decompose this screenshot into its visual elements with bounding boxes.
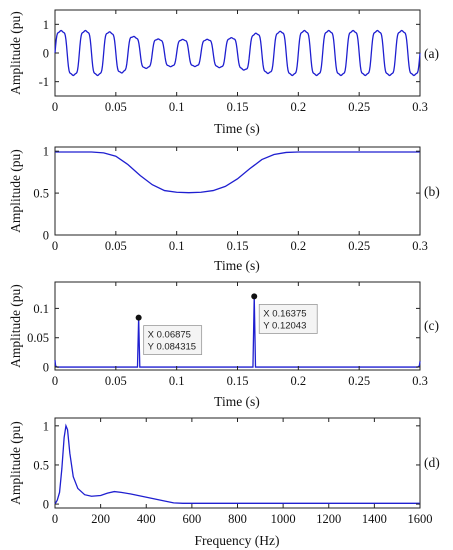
xtick-label: 200 bbox=[91, 512, 110, 526]
xtick-label: 800 bbox=[228, 512, 247, 526]
xlabel-b: Time (s) bbox=[214, 258, 260, 273]
datatip-y-text: Y 0.12043 bbox=[263, 320, 306, 331]
xtick-label: 0 bbox=[52, 374, 58, 388]
ytick-label: 0.05 bbox=[27, 331, 49, 345]
axes-frame-c bbox=[54, 281, 421, 371]
datatip-x-text: X 0.16375 bbox=[263, 308, 306, 319]
xtick-label: 0.2 bbox=[291, 374, 307, 388]
xticks-c: 0 0.05 0.1 0.15 0.2 0.25 0.3 bbox=[52, 282, 428, 388]
datatip-box bbox=[258, 304, 318, 334]
yticks-c: 0 0.05 0.1 bbox=[27, 302, 420, 375]
xtick-label: 0.15 bbox=[227, 239, 249, 253]
xtick-label: 0.3 bbox=[412, 239, 428, 253]
datatip-y-text: Y 0.084315 bbox=[148, 342, 196, 353]
xtick-label: 0.2 bbox=[291, 239, 307, 253]
axes-frame-b bbox=[54, 146, 421, 236]
xtick-label: 0.3 bbox=[412, 374, 428, 388]
ylabel-c: Amplitude (pu) bbox=[8, 284, 23, 368]
xtick-label: 0.2 bbox=[291, 100, 307, 114]
yticks-b: 00.51 bbox=[33, 145, 420, 243]
xtick-label: 0 bbox=[52, 100, 58, 114]
datatip-x-text: X 0.06875 bbox=[148, 330, 191, 341]
ylabel-a: Amplitude (pu) bbox=[8, 11, 23, 95]
datatip-marker[interactable] bbox=[135, 314, 142, 321]
datatip-box bbox=[143, 325, 203, 356]
ytick-label: 0 bbox=[43, 361, 49, 375]
ytick-label: 0.5 bbox=[33, 187, 49, 201]
panel-label-b: (b) bbox=[424, 184, 440, 199]
series-line-a bbox=[54, 29, 421, 77]
xtick-label: 0.05 bbox=[105, 100, 127, 114]
xtick-label: 0.3 bbox=[412, 100, 428, 114]
xlabel-c: Time (s) bbox=[214, 394, 260, 409]
ylabel-d: Amplitude (pu) bbox=[8, 421, 23, 505]
series-line-d bbox=[54, 423, 420, 505]
panel-label-c: (c) bbox=[424, 318, 439, 333]
xtick-label: 400 bbox=[137, 512, 156, 526]
yticks-a: -1 0 1 bbox=[39, 18, 420, 89]
xticks-b: 0 0.05 0.1 0.15 0.2 0.25 0.3 bbox=[52, 147, 428, 253]
xtick-label: 0.15 bbox=[227, 374, 249, 388]
xtick-label: 0.1 bbox=[169, 100, 185, 114]
series-line-b bbox=[55, 151, 420, 194]
xtick-label: 1000 bbox=[271, 512, 296, 526]
ytick-label: 0.1 bbox=[33, 302, 49, 316]
datatip-marker[interactable] bbox=[251, 293, 258, 300]
xticks-d: 0 200 400 600 800 1000 1200 1400 1600 bbox=[52, 418, 433, 526]
ytick-label: -1 bbox=[39, 75, 49, 89]
ytick-label: 0 bbox=[43, 498, 49, 512]
xtick-label: 0.05 bbox=[105, 374, 127, 388]
xtick-label: 1200 bbox=[316, 512, 341, 526]
xtick-label: 0.25 bbox=[348, 239, 370, 253]
xtick-label: 600 bbox=[183, 512, 202, 526]
panel-d: 0 200 400 600 800 1000 1200 1400 1600 00.51 Freq… bbox=[8, 417, 440, 548]
ytick-label: 0 bbox=[43, 229, 49, 243]
panel-label-a: (a) bbox=[424, 46, 439, 61]
xticks-a: 0 0.05 0.1 0.15 0.2 0.25 0.3 bbox=[52, 10, 428, 114]
xtick-label: 0.1 bbox=[169, 239, 185, 253]
panel-label-d: (d) bbox=[424, 455, 440, 470]
panel-b: 0 0.05 0.1 0.15 0.2 0.25 0.3 00.51 Time (s) Am… bbox=[8, 145, 440, 273]
ylabel-b: Amplitude (pu) bbox=[8, 149, 23, 233]
xtick-label: 0.1 bbox=[169, 374, 185, 388]
ytick-label: 1 bbox=[43, 18, 49, 32]
xlabel-d: Frequency (Hz) bbox=[194, 533, 279, 548]
xtick-label: 0.05 bbox=[105, 239, 127, 253]
ytick-label: 1 bbox=[43, 145, 49, 159]
series-line-c bbox=[54, 296, 421, 368]
xtick-label: 0.25 bbox=[348, 374, 370, 388]
xtick-label: 0 bbox=[52, 239, 58, 253]
xtick-label: 0.25 bbox=[348, 100, 370, 114]
ytick-label: 1 bbox=[43, 419, 49, 433]
ytick-label: 0.5 bbox=[33, 458, 49, 472]
xtick-label: 0.15 bbox=[227, 100, 249, 114]
yticks-d: 00.51 bbox=[33, 419, 420, 512]
panel-c: 0 0.05 0.1 0.15 0.2 0.25 0.3 0 0.05 0.1 X 0.0687… bbox=[8, 281, 439, 409]
axes-frame-d bbox=[54, 417, 421, 509]
panel-a: 0 0.05 0.1 0.15 0.2 0.25 0.3 -101 Time (s) Amp… bbox=[8, 9, 439, 136]
xtick-label: 0 bbox=[52, 512, 58, 526]
xtick-label: 1400 bbox=[362, 512, 387, 526]
xtick-label: 1600 bbox=[408, 512, 433, 526]
xlabel-a: Time (s) bbox=[214, 121, 260, 136]
ytick-label: 0 bbox=[43, 47, 49, 61]
